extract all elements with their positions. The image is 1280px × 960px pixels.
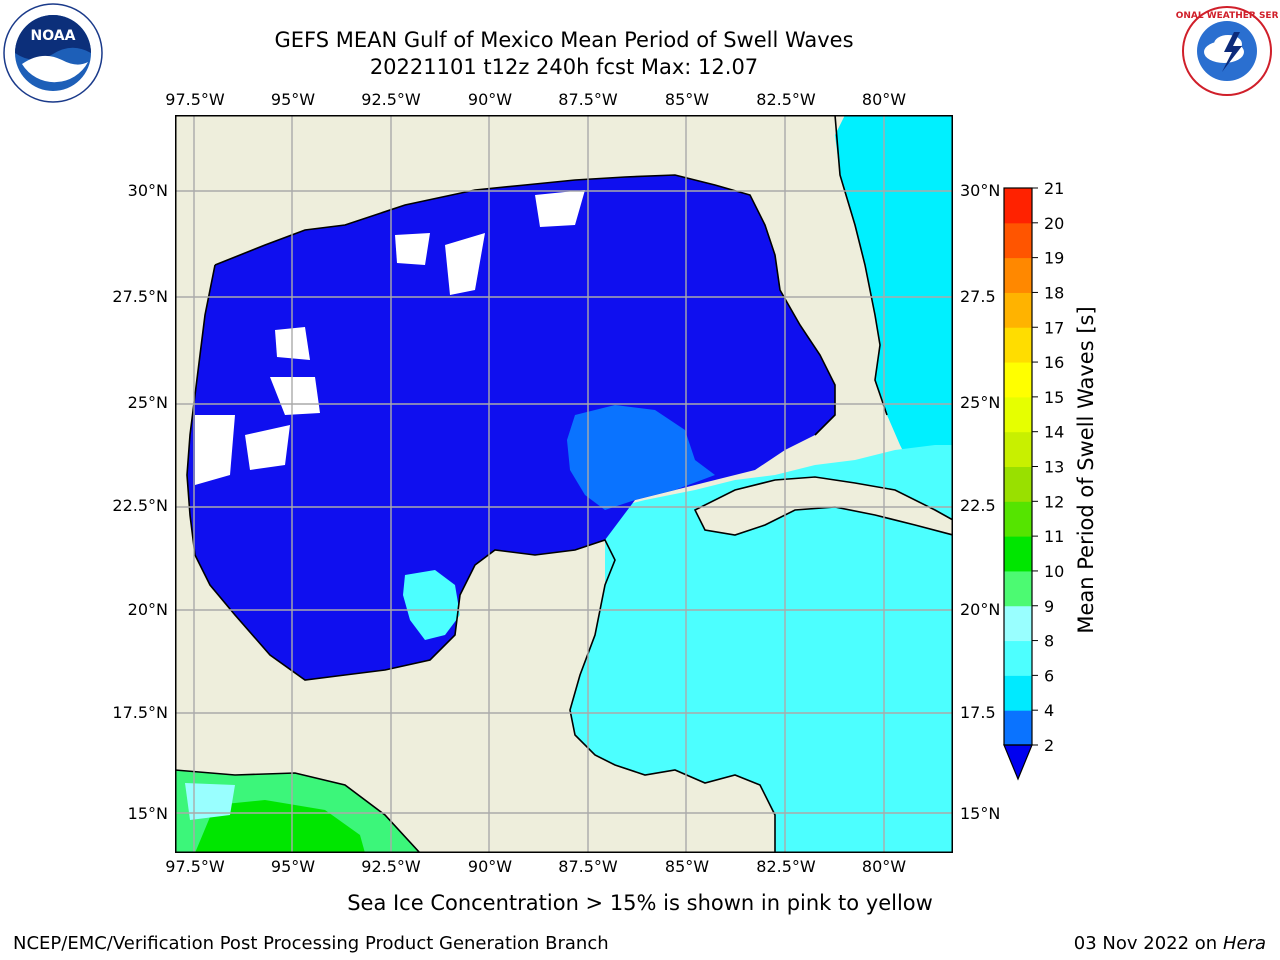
lat-label-left: 20°N (127, 600, 168, 619)
map-canvas (175, 115, 953, 853)
no-data-patch (245, 425, 290, 470)
graticule (175, 115, 953, 853)
svg-text:NOAA: NOAA (31, 28, 76, 44)
colorbar-extend-arrow (1003, 744, 1033, 781)
lon-label-top: 90°W (467, 90, 513, 109)
colorbar-tick-label: 19 (1044, 249, 1064, 268)
colorbar-tick-label: 12 (1044, 492, 1064, 511)
lat-label-right: 17.5 (960, 703, 996, 722)
no-data-patch (395, 233, 430, 265)
colorbar-swatch (1004, 570, 1032, 607)
colorbar-tick-label: 6 (1044, 666, 1054, 685)
colorbar-swatch (1004, 396, 1032, 433)
gulf-mid-period-zone (567, 405, 715, 510)
colorbar-tick-label: 9 (1044, 597, 1054, 616)
no-data-patch (195, 415, 235, 485)
colorbar-swatch (1004, 222, 1032, 259)
nws-logo-text: NATIONAL WEATHER SERVICE (1176, 11, 1278, 21)
lon-label-bottom: 97.5°W (165, 857, 225, 876)
lat-label-right: 20°N (960, 600, 1001, 619)
no-data-patch (535, 190, 585, 227)
colorbar-swatch (1004, 257, 1032, 293)
footer-date: 03 Nov 2022 on Hera (1074, 933, 1266, 954)
colorbar-tick-label: 2 (1044, 736, 1054, 755)
colorbar-tick-label: 11 (1044, 527, 1064, 546)
lon-label-top: 95°W (270, 90, 316, 109)
coastline (186, 264, 776, 853)
colorbar-swatch (1004, 675, 1032, 711)
colorbar-title: Mean Period of Swell Waves [s] (1074, 306, 1098, 634)
colorbar-swatch (1004, 536, 1032, 572)
colorbar-tick-label: 8 (1044, 632, 1054, 651)
lat-label-left: 30°N (127, 181, 168, 200)
lon-label-top: 82.5°W (756, 90, 816, 109)
lon-label-bottom: 82.5°W (756, 857, 816, 876)
lat-label-left: 15°N (127, 804, 168, 823)
colorbar-swatch (1004, 466, 1032, 502)
colorbar-tick-label: 4 (1044, 701, 1054, 720)
coastline-cuba (693, 476, 953, 536)
colorbar-tick-label: 10 (1044, 562, 1064, 581)
colorbar-swatch (1004, 188, 1032, 224)
colorbar-tick-label: 17 (1044, 318, 1064, 337)
gulf-swell-field (187, 175, 835, 680)
coastline (214, 174, 836, 436)
lat-label-right: 25°N (960, 393, 1001, 412)
colorbar-svg: 2 4 6 8 9 10 11 12 13 14 15 16 17 18 19 20 21 (1003, 179, 1064, 781)
colorbar-tick-label: 20 (1044, 214, 1064, 233)
campeche-patch (403, 570, 460, 640)
lat-label-right: 27.5 (960, 287, 996, 306)
colorbar-swatch (1004, 640, 1032, 676)
lat-label-right: 15°N (960, 804, 1001, 823)
colorbar-swatch (1004, 710, 1032, 746)
lat-label-right: 22.5 (960, 496, 996, 515)
caribbean-swell-field (570, 445, 953, 853)
lon-label-top: 97.5°W (165, 90, 225, 109)
no-data-patch (270, 377, 320, 415)
lon-label-top: 80°W (861, 90, 907, 109)
colorbar-tick-label: 14 (1044, 423, 1064, 442)
colorbar-swatch (1004, 431, 1032, 467)
lon-label-top: 92.5°W (361, 90, 421, 109)
colorbar-swatch (1004, 292, 1032, 328)
sea-ice-note: Sea Ice Concentration > 15% is shown in … (347, 891, 933, 915)
lon-label-bottom: 87.5°W (558, 857, 618, 876)
lon-label-bottom: 95°W (270, 857, 316, 876)
map-title: GEFS MEAN Gulf of Mexico Mean Period of … (274, 28, 854, 52)
lon-label-bottom: 92.5°W (361, 857, 421, 876)
atlantic-swell-field (835, 115, 953, 505)
pacific-swell-light (185, 783, 235, 820)
footer-host: Hera (1222, 933, 1266, 954)
colorbar-swatch (1004, 605, 1032, 642)
map-subtitle: 20221101 t12z 240h fcst Max: 12.07 (369, 55, 759, 79)
no-data-patch (445, 233, 485, 295)
lat-label-right: 30°N (960, 181, 1001, 200)
lon-label-bottom: 80°W (861, 857, 907, 876)
nws-logo: NATIONAL WEATHER SERVICE (1152, 2, 1280, 100)
colorbar-tick-label: 13 (1044, 458, 1064, 477)
footer-credit: NCEP/EMC/Verification Post Processing Pr… (13, 933, 609, 954)
colorbar-swatch (1004, 327, 1032, 363)
map-panel (175, 115, 953, 853)
map-border (175, 115, 953, 853)
footer-date-text: 03 Nov 2022 on (1073, 933, 1218, 954)
colorbar-swatch (1004, 362, 1032, 398)
lon-label-top: 87.5°W (558, 90, 618, 109)
coastline (834, 115, 888, 416)
colorbar: 2 4 6 8 9 10 11 12 13 14 15 16 17 18 19 20 21 (990, 179, 1110, 790)
colorbar-tick-label: 16 (1044, 353, 1064, 372)
colorbar-tick-label: 15 (1044, 388, 1064, 407)
colorbar-tick-label: 21 (1044, 180, 1064, 198)
colorbar-tick-label: 18 (1044, 283, 1064, 302)
lon-label-top: 85°W (664, 90, 710, 109)
lat-label-left: 17.5°N (112, 703, 168, 722)
lon-label-bottom: 85°W (664, 857, 710, 876)
lat-label-left: 22.5°N (112, 496, 168, 515)
lat-label-left: 25°N (127, 393, 168, 412)
lat-label-left: 27.5°N (112, 287, 168, 306)
colorbar-swatch (1004, 501, 1032, 537)
noaa-logo: NOAA (2, 2, 104, 104)
lon-label-bottom: 90°W (467, 857, 513, 876)
